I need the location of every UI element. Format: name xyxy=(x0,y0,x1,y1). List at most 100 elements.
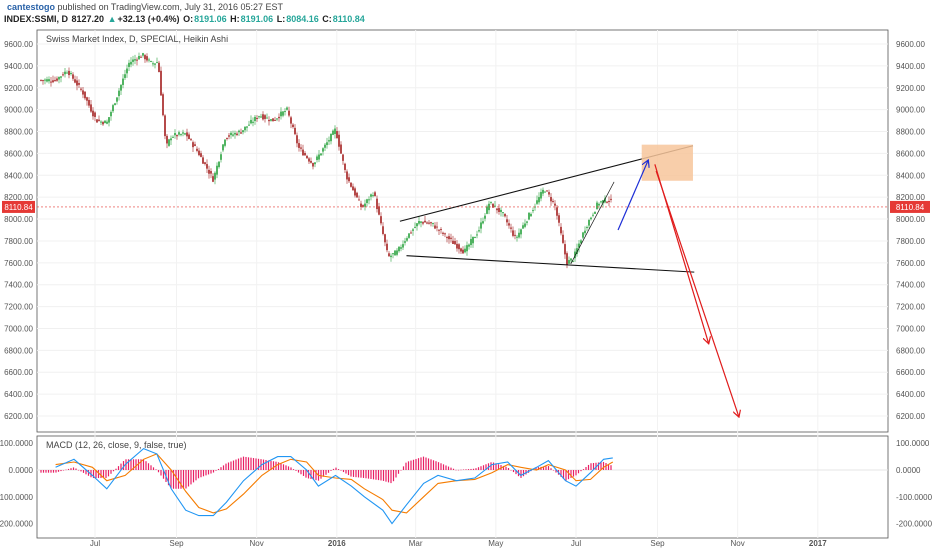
macd-histogram-bar xyxy=(260,459,262,470)
candle-body xyxy=(456,243,458,249)
macd-histogram-bar xyxy=(207,470,210,475)
candle-body xyxy=(338,134,340,147)
candle-body xyxy=(572,260,574,262)
candle-body xyxy=(470,239,472,245)
candle-body xyxy=(184,133,186,135)
candle-body xyxy=(174,133,176,136)
high-label: H: xyxy=(230,14,240,24)
candle-body xyxy=(192,142,194,148)
macd-histogram-bar xyxy=(447,466,450,470)
macd-histogram-bar xyxy=(390,470,392,484)
candle-body xyxy=(42,80,44,82)
macd-histogram-bar xyxy=(280,463,282,470)
candle-body xyxy=(502,212,504,214)
macd-histogram-bar xyxy=(62,470,65,471)
candle-body xyxy=(560,226,562,234)
candle-body xyxy=(494,205,496,207)
candle-body xyxy=(264,115,266,119)
author-link[interactable]: cantestogo xyxy=(7,2,56,12)
y-tick-label-right: 7400.00 xyxy=(896,281,925,290)
macd-histogram-bar xyxy=(127,459,130,470)
macd-histogram-bar xyxy=(337,469,340,470)
candle-body xyxy=(562,234,564,243)
close-value: 8110.84 xyxy=(332,14,365,24)
macd-histogram-bar xyxy=(435,461,437,470)
candle-body xyxy=(96,119,98,123)
candle-body xyxy=(432,222,434,224)
candle-body xyxy=(296,135,298,144)
candle-body xyxy=(140,56,142,58)
macd-histogram-bar xyxy=(497,464,500,470)
macd-histogram-bar xyxy=(342,470,345,473)
candle-body xyxy=(580,240,582,244)
candle-body xyxy=(408,233,410,238)
y-tick-label-left: 6600.00 xyxy=(4,368,33,377)
macd-histogram-bar xyxy=(150,465,152,470)
macd-histogram-bar xyxy=(210,470,212,474)
candle-body xyxy=(356,192,358,198)
candle-body xyxy=(512,230,514,236)
macd-tick-label-right: 0.0000 xyxy=(896,466,921,475)
macd-histogram-bar xyxy=(192,470,195,483)
macd-histogram-bar xyxy=(462,469,465,470)
macd-histogram-bar xyxy=(377,470,380,481)
candle-body xyxy=(190,139,192,141)
candle-body xyxy=(82,90,84,95)
macd-histogram-bar xyxy=(370,470,372,479)
candle-body xyxy=(448,236,450,240)
candle-body xyxy=(226,137,228,139)
candle-body xyxy=(168,139,170,146)
candle-body xyxy=(322,148,324,152)
candle-body xyxy=(426,222,428,224)
candle-body xyxy=(382,226,384,234)
macd-histogram-bar xyxy=(325,470,327,475)
macd-histogram-bar xyxy=(265,459,267,470)
candle-body xyxy=(100,121,102,123)
macd-histogram-bar xyxy=(85,470,87,475)
candle-body xyxy=(128,62,130,67)
macd-histogram-bar xyxy=(155,469,157,470)
candle-body xyxy=(250,119,252,124)
candle-body xyxy=(566,253,568,265)
last-price-tag-left xyxy=(2,200,35,213)
macd-histogram-bar xyxy=(457,469,460,471)
candle-body xyxy=(552,200,554,202)
macd-histogram-bar xyxy=(262,459,265,470)
macd-histogram-bar xyxy=(372,470,375,480)
y-tick-label-left: 9200.00 xyxy=(4,84,33,93)
candle-body xyxy=(234,132,236,135)
macd-histogram-bar xyxy=(82,470,85,473)
candle-body xyxy=(482,221,484,224)
candle-body xyxy=(460,248,462,252)
candle-body xyxy=(362,205,364,207)
candle-body xyxy=(544,191,546,193)
candle-body xyxy=(230,132,232,136)
candle-body xyxy=(414,226,416,228)
candle-body xyxy=(378,206,380,215)
candle-body xyxy=(292,124,294,128)
macd-histogram-bar xyxy=(555,470,557,473)
candle-body xyxy=(348,177,350,182)
candle-body xyxy=(506,219,508,223)
y-tick-label-right: 7800.00 xyxy=(896,237,925,246)
y-tick-label-right: 9600.00 xyxy=(896,40,925,49)
candle-body xyxy=(270,119,272,121)
candle-body xyxy=(548,192,550,195)
candle-body xyxy=(84,91,86,99)
candle-body xyxy=(238,130,240,133)
candle-body xyxy=(436,226,438,228)
grid-lines xyxy=(37,30,888,538)
candle-body xyxy=(480,222,482,229)
candle-body xyxy=(574,251,576,259)
candle-body xyxy=(228,135,230,137)
y-tick-label-left: 6400.00 xyxy=(4,390,33,399)
candle-body xyxy=(138,56,140,60)
candle-body xyxy=(66,72,68,74)
ohlc-line: INDEX:SSMI, D 8127.20 ▲+32.13 (+0.4%) O:… xyxy=(4,14,366,24)
y-tick-label-left: 9600.00 xyxy=(4,40,33,49)
candle-body xyxy=(52,80,54,83)
candle-body xyxy=(490,201,492,203)
candle-body xyxy=(492,203,494,208)
candle-body xyxy=(284,111,286,113)
